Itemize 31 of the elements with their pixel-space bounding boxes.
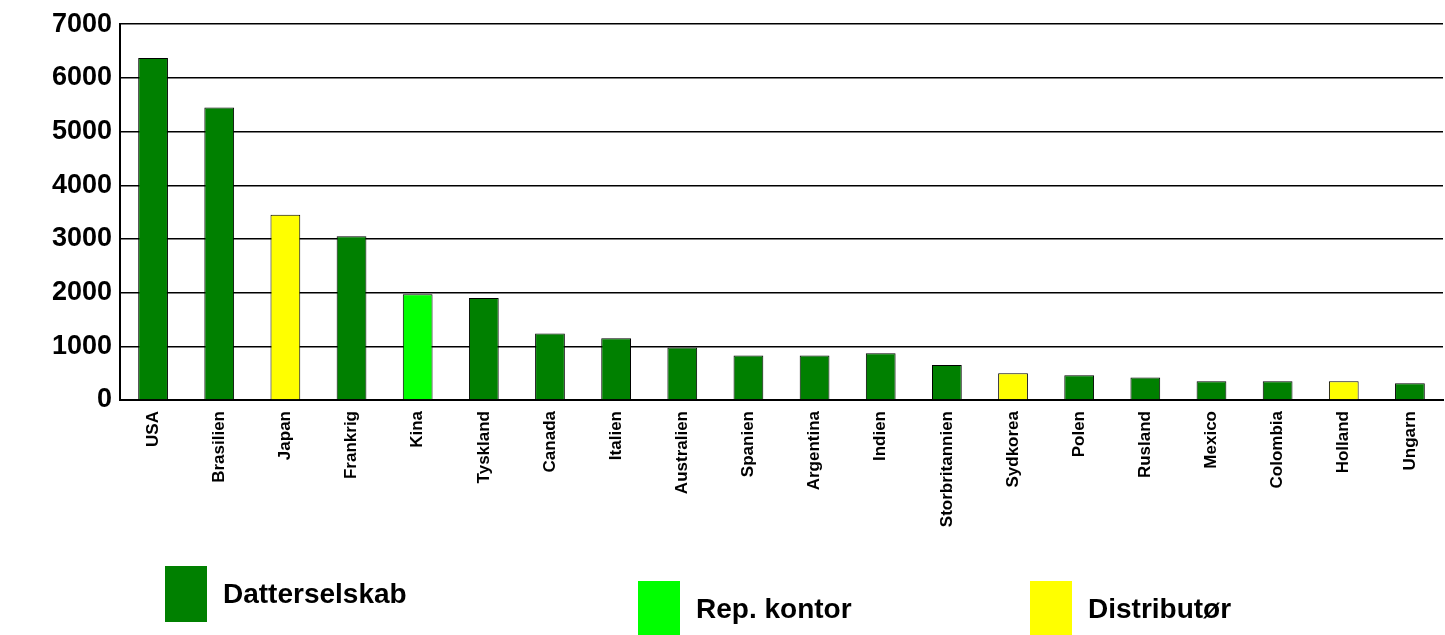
legend-label: Datterselskab: [223, 578, 407, 610]
y-tick-label: 1000: [51, 329, 112, 360]
y-tick-label: 7000: [51, 7, 112, 38]
y-tick-label: 4000: [51, 168, 112, 199]
x-tick-label: Canada: [539, 410, 559, 473]
legend-label: Rep. kontor: [696, 593, 852, 625]
x-tick-label: Argentina: [804, 410, 824, 491]
x-tick-label: Sydkorea: [1002, 410, 1022, 488]
x-tick-label: Storbritannien: [936, 411, 956, 528]
x-tick-label: Kina: [407, 410, 427, 448]
x-tick-label: Ungarn: [1399, 411, 1419, 471]
legend-label: Distributør: [1088, 593, 1232, 625]
y-tick-label: 0: [96, 383, 112, 414]
x-tick-label: Frankrig: [341, 411, 361, 480]
x-tick-label: Italien: [605, 411, 625, 461]
x-tick-label: Indien: [870, 411, 890, 462]
x-tick-label: Mexico: [1201, 411, 1221, 469]
x-tick-label: Holland: [1333, 411, 1353, 474]
y-tick-label: 3000: [51, 222, 112, 253]
x-tick-label: Australien: [671, 411, 691, 495]
x-tick-label: Tyskland: [473, 411, 493, 484]
x-tick-label: Spanien: [738, 411, 758, 478]
y-tick-label: 2000: [51, 276, 112, 307]
x-tick-label: Rusland: [1135, 411, 1155, 479]
y-tick-label: 6000: [51, 61, 112, 92]
x-tick-label: Polen: [1068, 411, 1088, 458]
x-tick-label: Colombia: [1267, 410, 1287, 489]
x-tick-label: Brasilien: [208, 411, 228, 483]
x-tick-label: USA: [142, 411, 162, 447]
y-tick-label: 5000: [51, 115, 112, 146]
x-tick-label: Japan: [275, 411, 295, 461]
